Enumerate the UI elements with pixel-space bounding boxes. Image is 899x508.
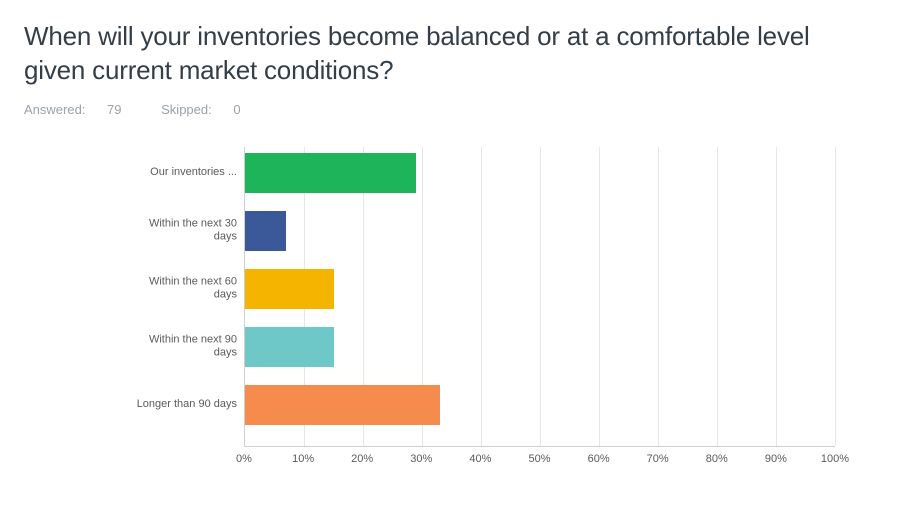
x-tick-label: 30% (410, 453, 432, 465)
x-tick-label: 40% (469, 453, 491, 465)
chart: Our inventories ... Within the next 30 da… (24, 147, 875, 471)
category-label: Longer than 90 days (132, 398, 237, 412)
category-label: Within the next 90 days (132, 333, 237, 361)
bar-row: Our inventories ... (245, 153, 835, 193)
answered-stat: Answered: 79 (24, 102, 143, 117)
x-tick-label: 90% (765, 453, 787, 465)
chart-title: When will your inventories become balanc… (24, 20, 875, 88)
x-tick-label: 20% (351, 453, 373, 465)
x-axis: 0%10%20%30%40%50%60%70%80%90%100% (244, 447, 835, 471)
category-label: Our inventories ... (132, 166, 237, 180)
x-tick-label: 60% (588, 453, 610, 465)
bar (245, 385, 440, 425)
bar-row: Within the next 90 days (245, 327, 835, 367)
x-tick-label: 50% (528, 453, 550, 465)
response-meta: Answered: 79 Skipped: 0 (24, 102, 875, 117)
answered-label: Answered: (24, 102, 85, 117)
bar-row: Longer than 90 days (245, 385, 835, 425)
x-tick-label: 0% (236, 453, 252, 465)
x-tick-label: 100% (821, 453, 849, 465)
bar-row: Within the next 60 days (245, 269, 835, 309)
x-tick-label: 10% (292, 453, 314, 465)
category-label: Within the next 60 days (132, 275, 237, 303)
skipped-value: 0 (233, 102, 240, 117)
bar (245, 327, 334, 367)
bar (245, 153, 416, 193)
x-tick-label: 80% (706, 453, 728, 465)
grid-line (835, 147, 836, 446)
answered-value: 79 (107, 102, 121, 117)
plot-area: Our inventories ... Within the next 30 da… (244, 147, 835, 447)
x-tick-label: 70% (647, 453, 669, 465)
skipped-label: Skipped: (161, 102, 212, 117)
skipped-stat: Skipped: 0 (161, 102, 258, 117)
bar (245, 269, 334, 309)
category-label: Within the next 30 days (132, 217, 237, 245)
bar (245, 211, 286, 251)
bar-row: Within the next 30 days (245, 211, 835, 251)
